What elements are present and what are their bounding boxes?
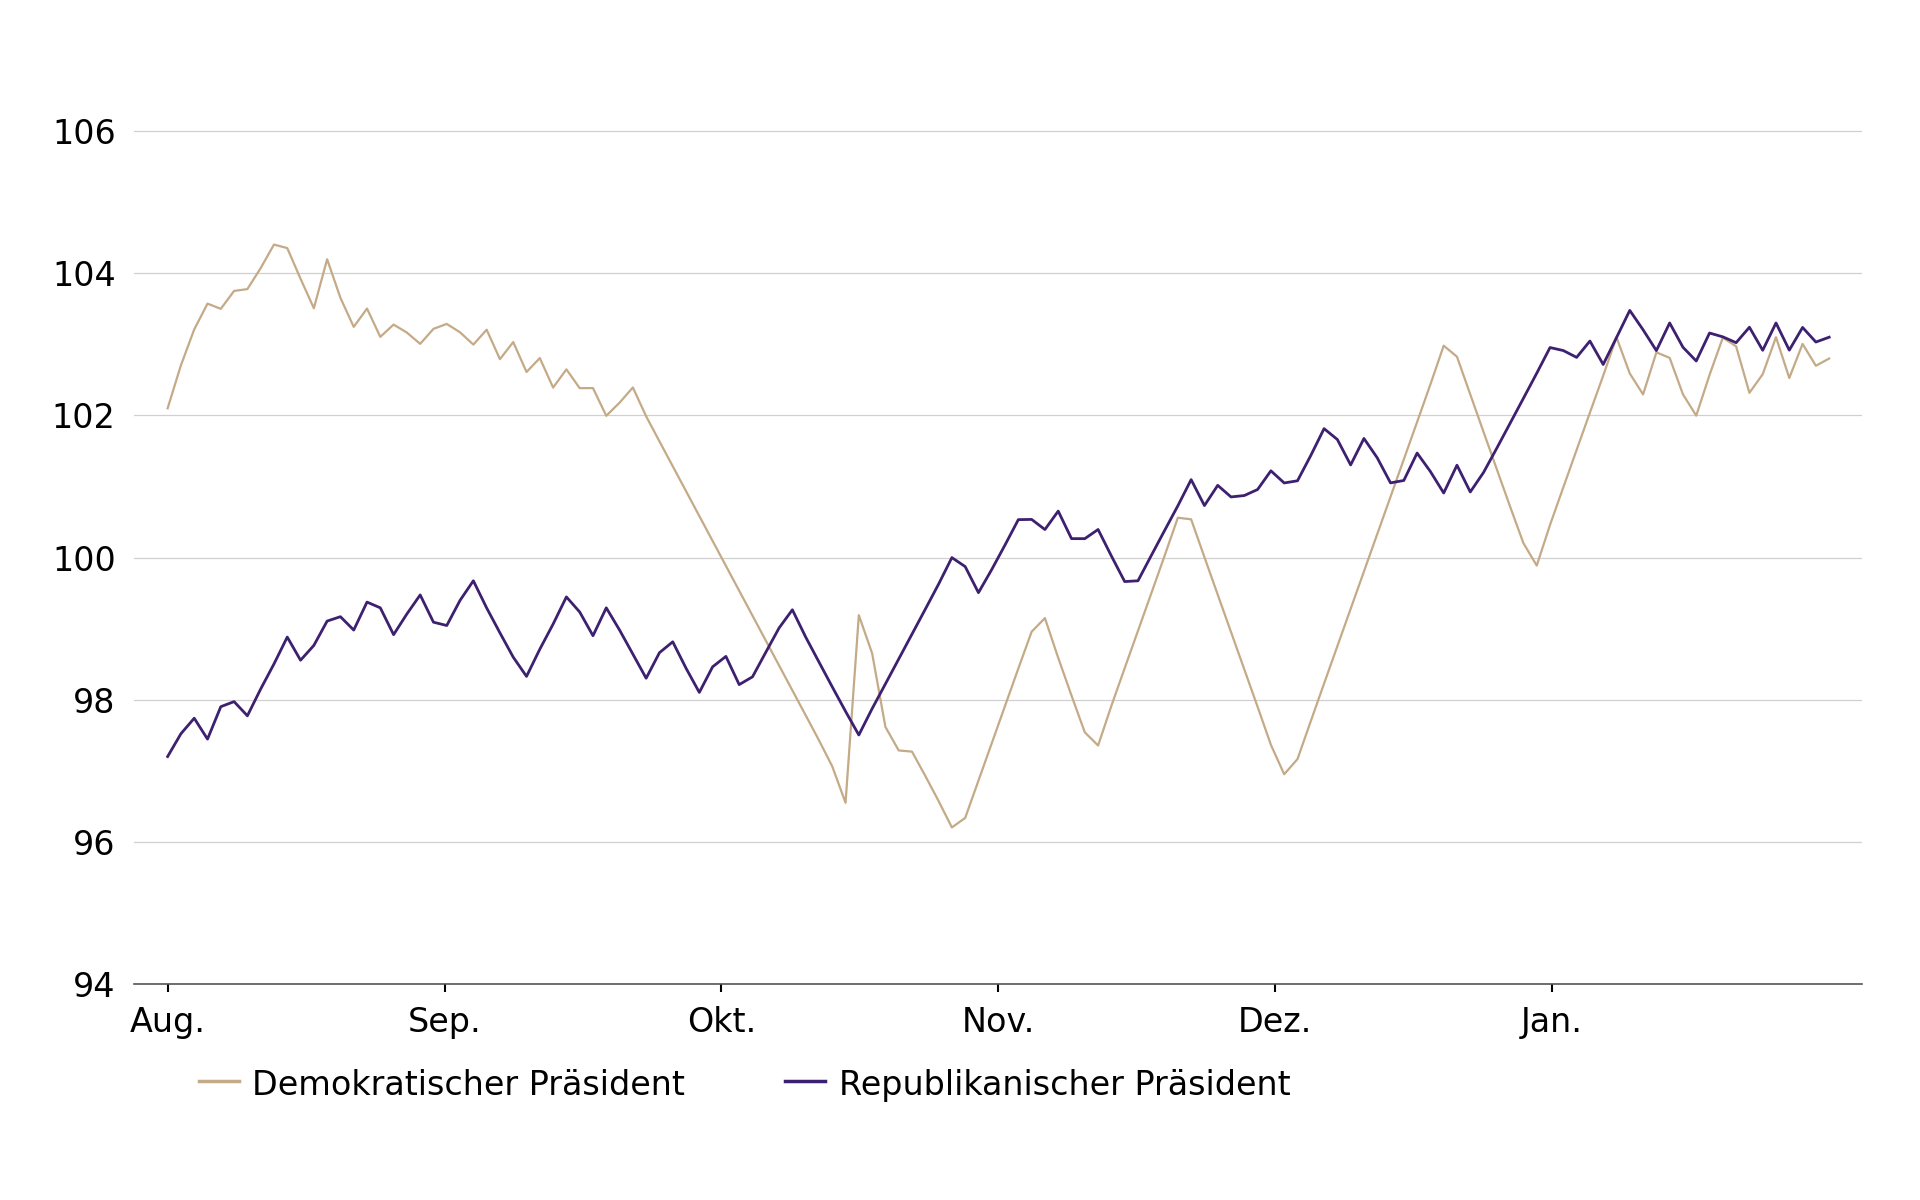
Republikanischer Präsident xyxy=(1179,473,1202,487)
Republikanischer Präsident xyxy=(1818,330,1841,344)
Line: Republikanischer Präsident: Republikanischer Präsident xyxy=(167,311,1830,756)
Demokratischer Präsident xyxy=(276,241,300,256)
Demokratischer Präsident xyxy=(1818,352,1841,366)
Demokratischer Präsident xyxy=(1286,752,1309,767)
Republikanischer Präsident xyxy=(156,749,179,763)
Demokratischer Präsident xyxy=(595,409,618,424)
Republikanischer Präsident xyxy=(582,629,605,643)
Demokratischer Präsident xyxy=(1165,510,1188,524)
Line: Demokratischer Präsident: Demokratischer Präsident xyxy=(167,245,1830,828)
Republikanischer Präsident xyxy=(1140,548,1164,563)
Republikanischer Präsident xyxy=(1260,463,1283,478)
Republikanischer Präsident xyxy=(941,551,964,565)
Republikanischer Präsident xyxy=(263,656,286,671)
Legend: Demokratischer Präsident, Republikanischer Präsident: Demokratischer Präsident, Republikanisch… xyxy=(186,1054,1304,1115)
Republikanischer Präsident xyxy=(1619,304,1642,318)
Demokratischer Präsident xyxy=(968,774,991,788)
Demokratischer Präsident xyxy=(263,238,286,252)
Demokratischer Präsident xyxy=(1206,588,1229,602)
Demokratischer Präsident xyxy=(156,401,179,415)
Demokratischer Präsident xyxy=(941,821,964,835)
